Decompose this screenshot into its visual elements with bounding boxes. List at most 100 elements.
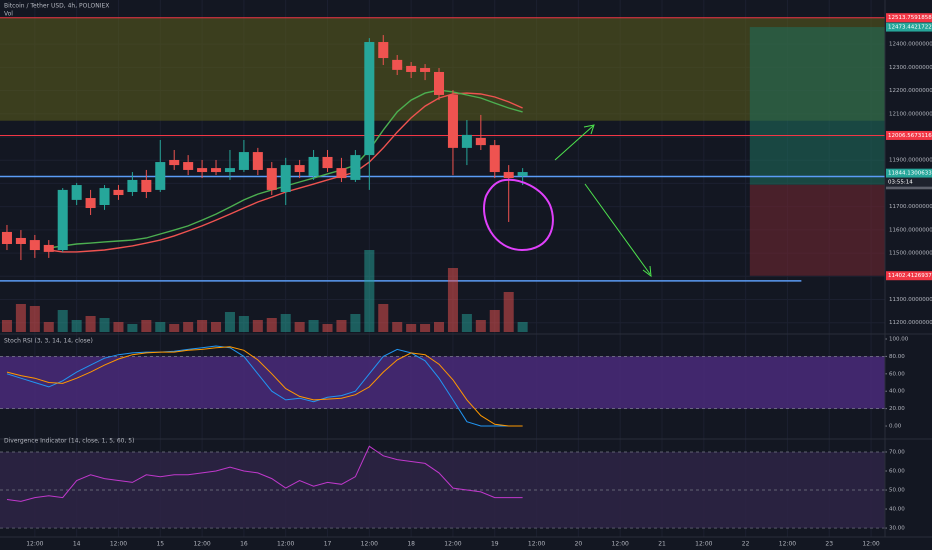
candle-body: [308, 156, 319, 176]
volume-bar: [43, 322, 54, 332]
y-tick-label: 11200.00000000: [889, 320, 932, 326]
pane-tick-label: 50.00: [889, 488, 905, 494]
x-tick-label: 17: [324, 541, 332, 548]
candle-body: [141, 179, 152, 193]
position-stop: [749, 184, 885, 276]
volume-bar: [155, 322, 166, 332]
x-tick-label: 12:00: [528, 541, 545, 548]
pane-tick-label: 40.00: [889, 507, 905, 513]
volume-bar: [517, 322, 528, 332]
divergence-title: Divergence Indicator (14, close, 1, 5, 6…: [4, 438, 134, 445]
volume-bar: [461, 314, 472, 332]
pane-tick-label: 40.00: [889, 389, 905, 395]
volume-bar: [85, 316, 96, 332]
x-tick-label: 12:00: [444, 541, 461, 548]
price-label-box: [886, 271, 932, 281]
pane-tick-label: 100.00: [889, 337, 909, 343]
candle-body: [475, 137, 486, 146]
volume-bar: [503, 292, 514, 332]
highlight-circle: [483, 178, 554, 252]
x-tick-label: 18: [407, 541, 415, 548]
indicator-band: [0, 451, 885, 529]
indicator-line: [6, 346, 523, 427]
candle-body: [15, 237, 26, 245]
y-tick-label: 11600.00000000: [889, 227, 932, 233]
indicator-line: [6, 345, 523, 427]
y-tick-label: 11700.00000000: [889, 204, 932, 210]
volume-bar: [141, 320, 152, 332]
price-label: 11402.41269378: [888, 273, 932, 279]
candle-body: [392, 59, 403, 70]
volume-bar: [475, 320, 486, 332]
candle-body: [29, 240, 40, 251]
x-tick-label: 16: [240, 541, 248, 548]
volume-bar: [433, 322, 445, 332]
arrow-up: [554, 125, 594, 161]
volume-bar: [127, 324, 138, 332]
symbol-title: Bitcoin / Tether USD, 4h, POLONIEX: [4, 3, 109, 10]
volume-bar: [489, 310, 500, 332]
price-zone: [0, 17, 885, 121]
countdown-box: [886, 177, 932, 187]
volume-bar: [238, 316, 249, 332]
y-tick-label: 11900.00000000: [889, 158, 932, 164]
pane-tick-label: 60.00: [889, 371, 905, 377]
volume-bar: [266, 318, 277, 332]
candle-body: [433, 71, 445, 95]
volume-bar: [1, 320, 12, 332]
x-tick-label: 14: [73, 541, 81, 548]
price-label: 12473.44217221: [888, 25, 932, 31]
x-tick-label: 20: [575, 541, 583, 548]
volume-bar: [57, 310, 68, 332]
volume-bar: [294, 322, 305, 332]
candle-body: [461, 134, 472, 148]
volume-bar: [447, 268, 458, 332]
price-label-box: [886, 168, 932, 178]
candle-body: [71, 185, 82, 200]
price-label-box: [886, 130, 932, 140]
candle-body: [489, 145, 500, 173]
candle-body: [447, 94, 458, 148]
volume-bar: [113, 322, 124, 332]
pane-tick-label: 0.00: [889, 424, 902, 430]
indicator-band: [0, 356, 885, 409]
pane-tick-label: 20.00: [889, 406, 905, 412]
price-label: 11844.13006334: [888, 171, 932, 177]
volume-legend: Vol: [4, 11, 13, 18]
y-tick-label: 12300.00000000: [889, 65, 932, 71]
candle-body: [322, 156, 333, 169]
price-label-box: [886, 13, 932, 23]
candle-body: [183, 162, 194, 170]
candle-body: [266, 168, 277, 190]
volume-bar: [406, 324, 417, 332]
candle-body: [252, 152, 263, 170]
volume-bar: [211, 322, 222, 332]
x-tick-label: 12:00: [361, 541, 378, 548]
volume-bar: [183, 322, 194, 332]
volume-bar: [29, 306, 40, 332]
candle-body: [85, 198, 96, 209]
candle-body: [294, 165, 305, 173]
candle-body: [113, 189, 124, 196]
candle-body: [43, 244, 54, 252]
arrow-up-head: [583, 124, 595, 135]
x-tick-label: 15: [156, 541, 164, 548]
volume-bar: [169, 324, 180, 332]
x-tick-label: 12:00: [695, 541, 712, 548]
main-layer: [1, 35, 528, 502]
background-layer: [0, 0, 932, 537]
candle-body: [99, 188, 110, 206]
volume-bar: [15, 304, 26, 332]
x-tick-label: 12:00: [612, 541, 629, 548]
volume-bar: [197, 320, 208, 332]
volume-bar: [71, 320, 82, 332]
candle-body: [378, 42, 389, 59]
volume-bar: [392, 322, 403, 332]
candle-body: [238, 152, 249, 170]
x-tick-label: 12:00: [193, 541, 210, 548]
stoch-title: Stoch RSI (3, 3, 14, 14, close): [4, 338, 93, 345]
candle-body: [1, 231, 12, 245]
volume-bar: [280, 314, 291, 332]
candle-body: [169, 159, 180, 166]
